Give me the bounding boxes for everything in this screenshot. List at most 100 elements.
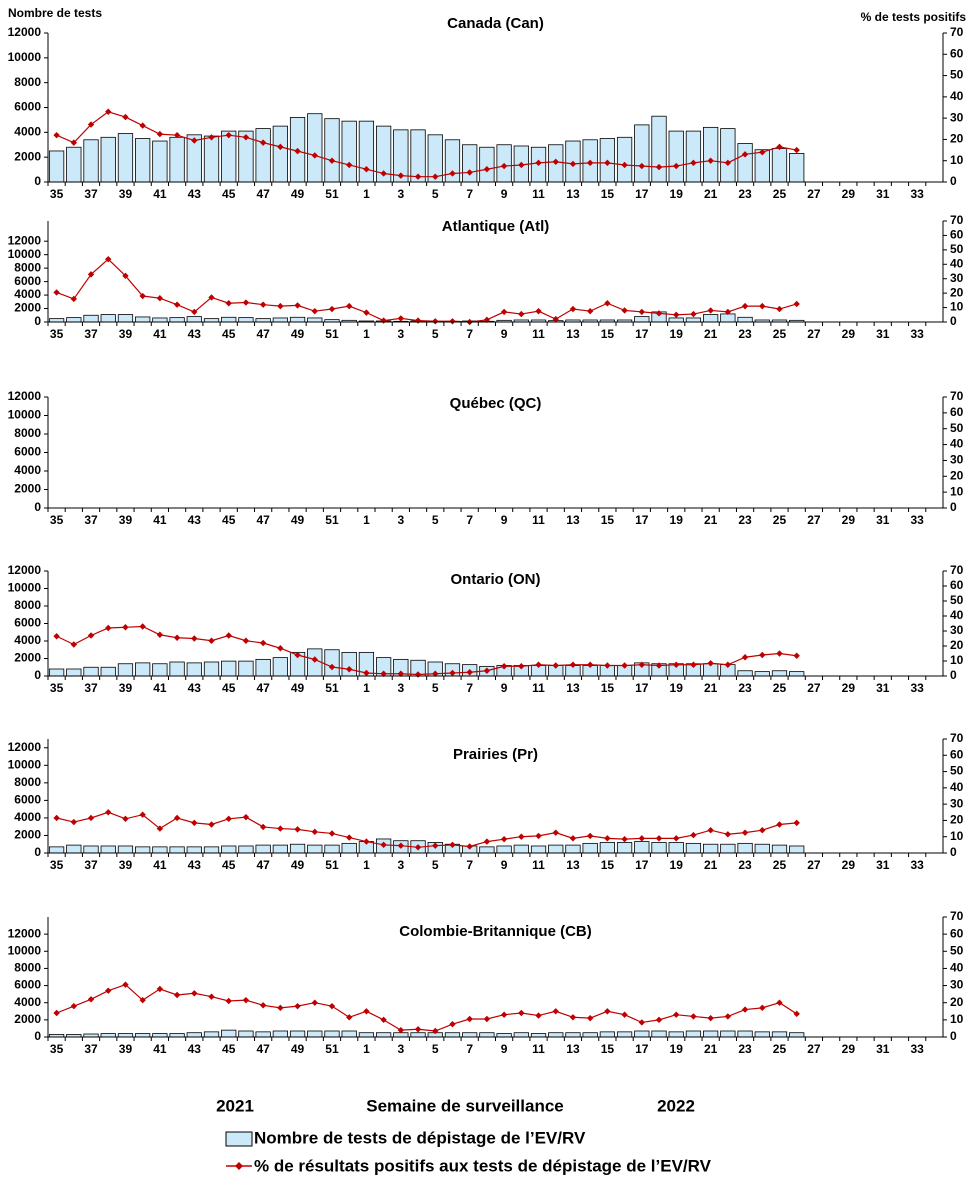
line-marker xyxy=(759,149,766,156)
x-tick-label: 39 xyxy=(119,327,133,341)
y2-tick-label: 40 xyxy=(950,89,964,103)
x-tick-label: 33 xyxy=(911,681,925,695)
bar xyxy=(117,845,134,854)
bar xyxy=(444,1032,461,1038)
x-tick-label: 43 xyxy=(188,681,202,695)
line-marker xyxy=(397,1026,405,1034)
line xyxy=(56,111,797,178)
x-tick-label: 51 xyxy=(325,681,339,695)
bar xyxy=(771,148,788,183)
x-tick-label: 35 xyxy=(50,1042,64,1056)
y2-tick-label: 40 xyxy=(950,961,964,975)
line-marker xyxy=(294,651,301,659)
bar xyxy=(289,1030,306,1038)
line-marker xyxy=(208,637,215,644)
x-tick-label: 17 xyxy=(635,858,649,872)
bar xyxy=(221,660,237,677)
bar xyxy=(341,120,357,183)
x-tick-label: 3 xyxy=(397,858,404,872)
bar xyxy=(703,1030,719,1038)
x-tick-label: 31 xyxy=(876,858,890,872)
line-marker xyxy=(724,308,732,316)
x-tick-label: 27 xyxy=(807,327,821,341)
x-tick-label: 25 xyxy=(773,1042,787,1056)
line-marker xyxy=(586,1014,594,1022)
line-marker xyxy=(432,842,439,849)
line-marker xyxy=(156,294,164,302)
bar xyxy=(135,138,151,183)
line-marker xyxy=(483,838,491,845)
bar xyxy=(289,843,306,854)
line-marker xyxy=(294,302,301,309)
line-marker xyxy=(105,624,112,632)
bar xyxy=(100,136,116,183)
line-marker xyxy=(225,632,232,639)
y2-tick-label: 20 xyxy=(950,638,964,652)
y2-tick-label: 0 xyxy=(950,845,957,859)
bar xyxy=(255,658,271,677)
y2-tick-label: 60 xyxy=(950,578,964,592)
x-tick-label: 21 xyxy=(704,1042,718,1056)
line-marker xyxy=(500,663,508,670)
x-tick-label: 31 xyxy=(876,327,890,341)
line-marker xyxy=(139,292,146,300)
line-marker xyxy=(139,996,146,1004)
line-marker xyxy=(673,311,680,318)
x-tick-label: 39 xyxy=(119,187,133,201)
x-tick-label: 1 xyxy=(363,1042,370,1056)
bar xyxy=(83,845,99,854)
line-marker xyxy=(741,151,749,158)
x-tick-label: 19 xyxy=(670,858,684,872)
line-marker xyxy=(346,834,353,841)
line-marker xyxy=(346,1014,353,1021)
bar xyxy=(668,130,684,183)
bar xyxy=(513,1032,529,1038)
x-tick-label: 41 xyxy=(153,858,167,872)
y-tick-label: 8000 xyxy=(14,961,41,975)
y2-axis-label: % de tests positifs xyxy=(861,10,967,24)
year-annotation: 2022 xyxy=(657,1096,695,1115)
x-tick-label: 7 xyxy=(466,681,473,695)
line-marker xyxy=(259,639,267,647)
legend-swatch xyxy=(225,1131,253,1147)
line-marker xyxy=(655,1016,663,1024)
bar xyxy=(324,1030,340,1038)
line-marker xyxy=(191,819,198,827)
y2-tick-label: 40 xyxy=(950,780,964,794)
y2-tick-label: 30 xyxy=(950,453,964,467)
line-marker xyxy=(621,161,628,169)
y-tick-label: 12000 xyxy=(8,926,42,940)
line-marker xyxy=(328,663,336,671)
bar xyxy=(737,143,753,183)
panel-title: Atlantique (Atl) xyxy=(442,218,549,235)
line-marker xyxy=(208,294,215,301)
x-tick-label: 37 xyxy=(84,858,98,872)
line-marker xyxy=(466,669,473,676)
y-tick-label: 4000 xyxy=(14,995,41,1009)
y-tick-label: 2000 xyxy=(14,301,41,315)
line-marker xyxy=(466,169,473,176)
y2-tick-label: 0 xyxy=(950,1029,957,1043)
x-tick-label: 39 xyxy=(119,513,133,527)
x-tick-label: 51 xyxy=(325,187,339,201)
line-marker xyxy=(638,661,645,668)
line-marker xyxy=(759,302,766,310)
x-tick-label: 43 xyxy=(188,327,202,341)
line-marker xyxy=(724,1013,732,1020)
line-marker xyxy=(363,669,370,677)
x-tick-label: 39 xyxy=(119,1042,133,1056)
line-marker xyxy=(449,318,456,325)
bar xyxy=(375,1032,392,1038)
x-tick-label: 51 xyxy=(325,327,339,341)
y-tick-label: 6000 xyxy=(14,445,41,459)
line-marker xyxy=(483,166,491,173)
x-tick-label: 5 xyxy=(432,858,439,872)
line-marker xyxy=(139,623,146,630)
x-tick-label: 27 xyxy=(807,858,821,872)
bar xyxy=(48,846,65,854)
line-marker xyxy=(604,835,611,842)
line-marker xyxy=(277,825,284,832)
x-tick-label: 49 xyxy=(291,187,305,201)
bar xyxy=(651,842,667,854)
line-marker xyxy=(414,317,422,324)
